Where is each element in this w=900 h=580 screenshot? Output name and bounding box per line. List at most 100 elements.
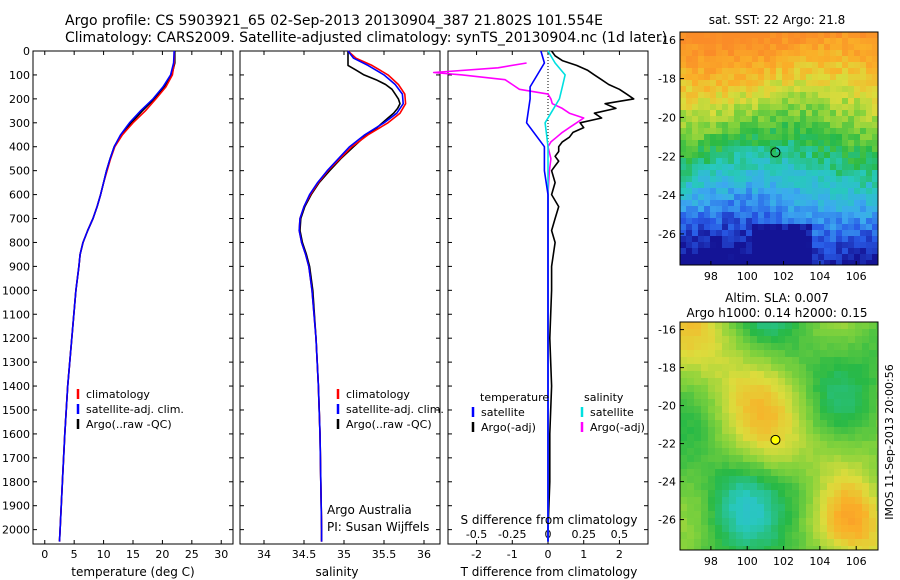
map-cell [860,188,867,195]
map-cell [806,350,814,358]
map-cell [820,350,828,358]
map-cell [869,532,877,540]
map-cell [729,455,737,463]
map-cell [680,378,688,386]
map-cell [806,116,813,123]
map-cell [708,343,716,351]
map-cell [782,80,789,87]
map-cell [848,218,855,225]
map-cell [746,212,753,219]
map-y-tick-label: -26 [658,228,676,241]
map-cell [806,176,813,183]
map-cell [746,170,753,177]
map-cell [778,462,786,470]
map-cell [764,511,772,519]
map-cell [800,140,807,147]
map-cell [729,469,737,477]
map-cell [770,68,777,75]
map-cell [698,164,705,171]
map-cell [834,476,842,484]
map-cell [788,122,795,129]
map-cell [770,98,777,105]
map-cell [771,490,779,498]
depth-tick-label: 1600 [2,428,30,441]
map-cell [722,44,729,51]
map-cell [758,80,765,87]
map-cell [820,483,828,491]
map-cell [841,343,849,351]
map-cell [794,152,801,159]
map-cell [736,483,744,491]
map-cell [785,462,793,470]
map-cell [872,242,879,249]
map-cell [818,104,825,111]
map-cell [722,152,729,159]
map-cell [743,336,751,344]
x-tick-label: 1 [580,548,587,561]
map-cell [824,32,831,39]
map-cell [750,497,758,505]
map-cell [827,483,835,491]
map-cell [860,116,867,123]
map-cell [698,176,705,183]
map-cell [758,164,765,171]
map-cell [716,194,723,201]
map-cell [827,490,835,498]
map-cell [776,164,783,171]
map-cell [757,343,765,351]
map-cell [827,427,835,435]
map-cell [722,188,729,195]
map-cell [818,140,825,147]
map-cell [820,539,828,547]
map-cell [722,490,730,498]
map-cell [746,224,753,231]
map-cell [836,38,843,45]
map-cell [866,74,873,81]
map-cell [836,128,843,135]
map-cell [806,392,814,400]
s-axis-tick-label: 0.5 [611,528,629,541]
map-cell [710,86,717,93]
map-cell [842,116,849,123]
map-cell [806,242,813,249]
map-cell [806,336,814,344]
map-cell [806,518,814,526]
map-cell [820,434,828,442]
map-cell [812,224,819,231]
map-cell [813,441,821,449]
map-cell [750,364,758,372]
map-cell [736,539,744,547]
map-cell [771,532,779,540]
map-cell [704,200,711,207]
map-cell [764,490,772,498]
map-cell [834,455,842,463]
map-cell [813,357,821,365]
map-cell [848,399,856,407]
map-cell [746,236,753,243]
map-cell [764,385,772,393]
map-cell [752,176,759,183]
map-cell [792,413,800,421]
map-cell [799,364,807,372]
map-cell [686,170,693,177]
map-cell [806,343,814,351]
map-cell [680,32,687,39]
map-cell [836,134,843,141]
map-cell [806,32,813,39]
map-cell [686,122,693,129]
map-cell [848,434,856,442]
map-cell [806,539,814,547]
map-cell [680,134,687,141]
map-cell [758,86,765,93]
map-frame [679,321,879,551]
map-cell [743,511,751,519]
map-cell [687,525,695,533]
map-cell [785,336,793,344]
map-cell [866,164,873,171]
map-cell [820,455,828,463]
map-cell [771,476,779,484]
map-cell [740,104,747,111]
map-cell [876,455,879,463]
map-cell [794,254,801,261]
temperature-profile-panel: 0100200300400500600700800900100011001200… [2,45,234,561]
